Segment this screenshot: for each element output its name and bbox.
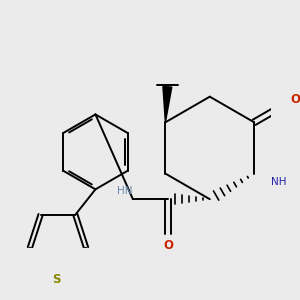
- Text: S: S: [52, 272, 60, 286]
- Text: O: O: [290, 93, 300, 106]
- Text: O: O: [164, 239, 173, 252]
- Polygon shape: [163, 87, 172, 122]
- Text: NH: NH: [271, 177, 286, 188]
- Text: HN: HN: [117, 186, 133, 196]
